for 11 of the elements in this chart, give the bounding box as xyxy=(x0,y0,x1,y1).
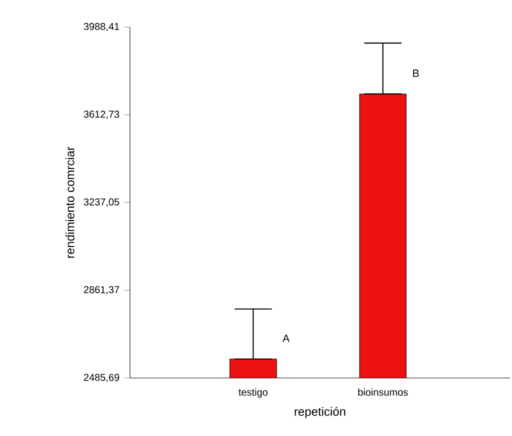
annotation: A xyxy=(282,334,290,342)
y-tick-label: 3988,41 xyxy=(84,22,120,32)
y-tick-label: 3612,73 xyxy=(84,110,120,119)
x-tick-label: testigo xyxy=(238,388,268,398)
y-tick-label: 2861,37 xyxy=(84,286,120,294)
annotation: B xyxy=(413,70,419,77)
y-tick-label: 2485,69 xyxy=(84,374,120,382)
x-axis-title: repetición xyxy=(294,406,346,418)
x-tick-label: bioinsumos xyxy=(358,388,408,396)
y-tick-label: 3237,05 xyxy=(84,198,120,207)
y-axis-title: rendimiento comrciar xyxy=(65,146,74,258)
